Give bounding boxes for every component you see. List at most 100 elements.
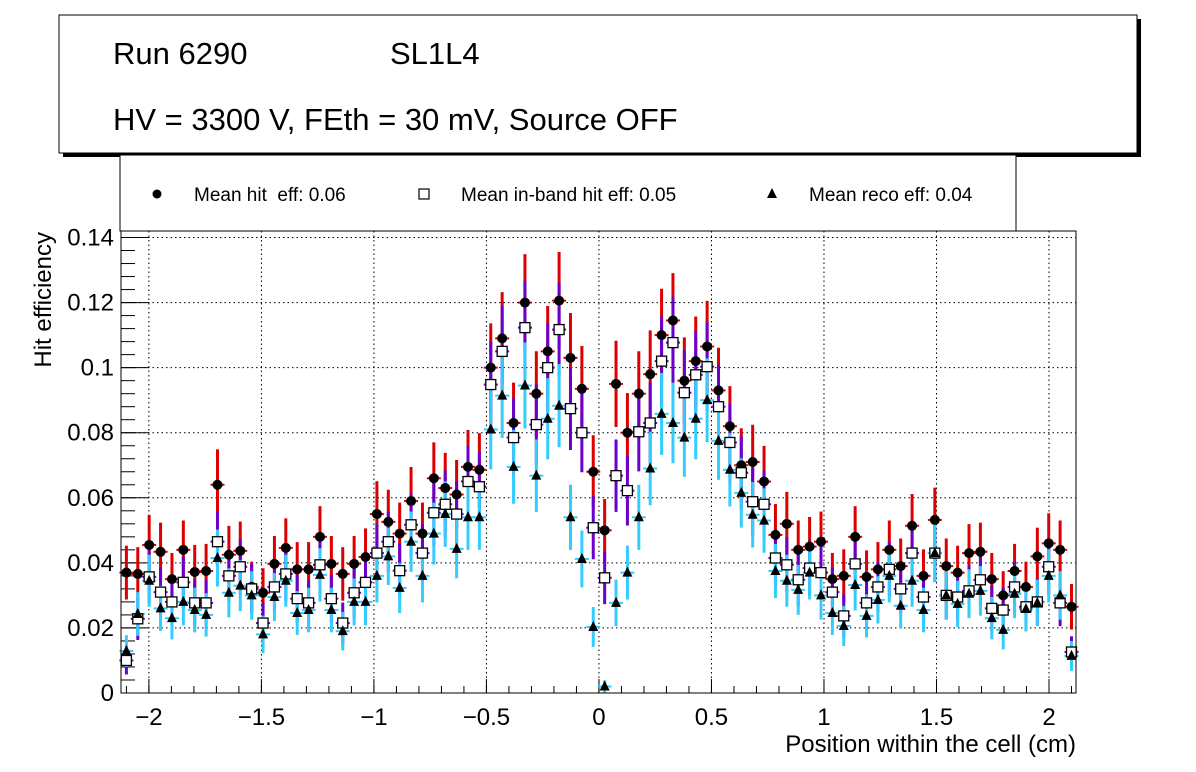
data-point-reco xyxy=(132,607,143,618)
data-point-hit xyxy=(406,496,417,507)
x-tick-label: 0.5 xyxy=(695,704,728,731)
data-point-hit xyxy=(907,520,918,531)
data-point-reco xyxy=(667,416,678,427)
data-point-reco xyxy=(371,569,382,580)
data-point-hit xyxy=(1066,601,1077,612)
data-point-inband xyxy=(758,498,770,510)
data-point-hit xyxy=(565,352,576,363)
legend-label-inband: Mean in-band hit eff: 0.05 xyxy=(461,185,676,206)
data-point-inband xyxy=(382,536,394,548)
data-point-reco xyxy=(212,551,223,562)
data-point-reco xyxy=(838,619,849,630)
data-point-hit xyxy=(1055,544,1066,555)
data-point-inband xyxy=(519,321,531,334)
data-point-hit xyxy=(531,388,542,399)
data-point-hit xyxy=(314,531,325,542)
plot-frame xyxy=(120,230,1077,694)
data-point-hit xyxy=(1009,565,1020,576)
data-point-reco xyxy=(531,469,542,480)
data-point-reco xyxy=(622,566,633,577)
data-point-reco xyxy=(349,595,360,606)
x-tick-label: 2 xyxy=(1042,704,1055,731)
data-point-inband xyxy=(416,547,429,559)
data-point-inband xyxy=(815,566,827,579)
data-point-hit xyxy=(633,388,644,399)
data-point-reco xyxy=(1043,569,1054,580)
data-point-reco xyxy=(1066,649,1077,660)
data-point-inband xyxy=(781,559,793,571)
y-tick-label: 0.04 xyxy=(67,550,114,577)
axes: −2 −1.5 −1 −0.5 0 0.5 1 1.5 2 0 0.02 0.04 0.06 0.08 0.… xyxy=(67,225,1072,731)
data-point-inband xyxy=(587,522,599,534)
data-point-reco xyxy=(952,597,963,608)
data-point-reco xyxy=(1009,587,1020,598)
data-point-hit xyxy=(941,561,952,572)
data-point-reco xyxy=(144,574,155,585)
data-point-hit xyxy=(178,544,189,555)
data-point-reco xyxy=(781,574,792,585)
data-point-reco xyxy=(724,463,735,474)
data-point-inband xyxy=(701,361,713,373)
data-point-hit xyxy=(895,561,906,572)
data-point-hit xyxy=(713,385,724,396)
data-point-inband xyxy=(496,345,508,358)
data-point-hit xyxy=(303,564,314,575)
data-point-reco xyxy=(941,589,952,600)
data-point-reco xyxy=(189,604,200,615)
data-point-reco xyxy=(633,511,644,522)
data-point-hit xyxy=(576,383,587,394)
legend-label-hit: Mean hit eff: 0.06 xyxy=(194,185,346,206)
data-point-hit xyxy=(770,529,781,540)
data-point-hit xyxy=(269,558,280,569)
data-point-hit xyxy=(189,566,200,577)
data-point-reco xyxy=(827,606,838,617)
data-point-reco xyxy=(895,599,906,610)
data-point-hit xyxy=(1043,538,1054,549)
title-box: Run 6290 SL1L4 HV = 3300 V, FEth = 30 mV… xyxy=(58,14,1141,157)
data-point-hit xyxy=(235,545,246,556)
data-point-reco xyxy=(337,625,348,636)
data-point-reco xyxy=(542,412,553,423)
conditions-label: HV = 3300 V, FEth = 30 mV, Source OFF xyxy=(113,102,678,137)
y-tick-label: 0.14 xyxy=(67,225,114,252)
x-tick-label: 1.5 xyxy=(920,704,953,731)
data-point-inband xyxy=(405,519,417,531)
data-point-inband xyxy=(211,536,224,548)
data-point-reco xyxy=(1032,596,1043,607)
data-point-reco xyxy=(463,511,474,522)
y-tick-label: 0.06 xyxy=(67,485,114,512)
data-point-hit xyxy=(588,466,599,477)
data-point-inband xyxy=(872,581,884,593)
data-point-reco xyxy=(565,511,576,522)
data-point-reco xyxy=(292,606,303,617)
data-point-hit xyxy=(258,587,269,598)
data-point-inband xyxy=(428,507,440,519)
data-point-hit xyxy=(485,362,496,373)
data-point-reco xyxy=(645,462,656,473)
data-point-inband xyxy=(690,369,702,381)
run-label: Run 6290 xyxy=(113,36,247,71)
data-point-reco xyxy=(383,550,394,561)
data-point-reco xyxy=(394,581,405,592)
y-tick-label: 0.12 xyxy=(67,290,114,317)
data-point-hit xyxy=(690,356,701,367)
data-point-inband xyxy=(621,484,634,497)
data-point-reco xyxy=(178,595,189,606)
data-point-hit xyxy=(827,574,838,585)
data-point-inband xyxy=(530,418,542,431)
data-point-inband xyxy=(177,576,189,589)
data-point-inband xyxy=(792,574,804,586)
data-point-reco xyxy=(850,578,861,589)
data-point-reco xyxy=(269,591,280,602)
data-point-hit xyxy=(428,473,439,484)
data-point-reco xyxy=(690,412,701,423)
data-point-inband xyxy=(849,558,861,570)
data-point-inband xyxy=(917,591,930,603)
data-point-hit xyxy=(872,564,883,575)
data-point-inband xyxy=(166,596,178,608)
data-point-hit xyxy=(815,536,826,547)
data-point-hit xyxy=(144,539,155,550)
data-point-inband xyxy=(394,565,406,577)
data-point-inband xyxy=(598,572,611,584)
